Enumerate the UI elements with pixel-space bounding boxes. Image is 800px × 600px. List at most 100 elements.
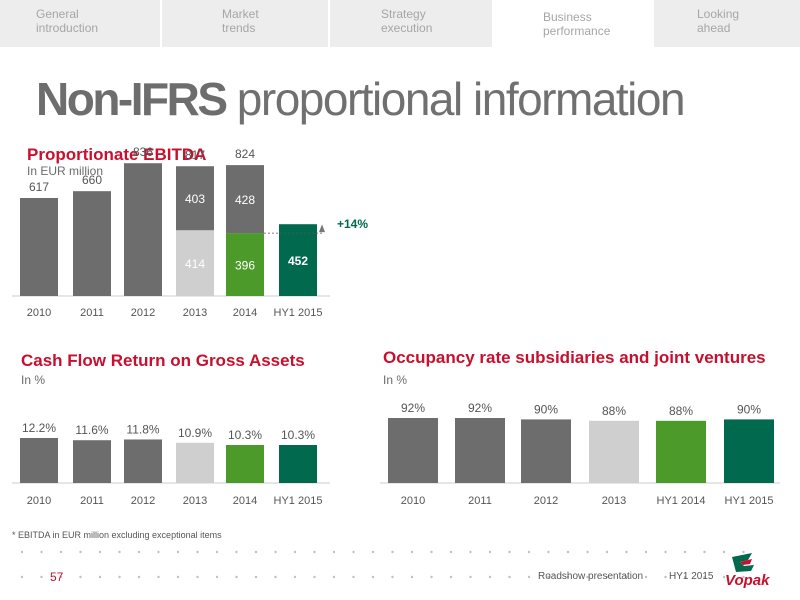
ebitda-bar [176, 230, 214, 296]
divider-dot [371, 575, 375, 579]
logo-mark-accent [740, 559, 752, 565]
ebitda-lower-label: 396 [235, 259, 255, 273]
occupancy-category-label: 2012 [534, 495, 558, 507]
divider-dot [605, 575, 609, 579]
divider-dot [215, 575, 219, 579]
ebitda-total-label: 836 [133, 145, 153, 159]
divider-dot [527, 550, 531, 554]
divider-dot [293, 575, 297, 579]
divider-dot [254, 550, 258, 554]
ebitda-bar-upper [176, 166, 214, 231]
divider-dot [176, 550, 180, 554]
tab-label-line1: Business [543, 10, 592, 24]
divider-dot [371, 550, 375, 554]
divider-dot [157, 550, 160, 554]
tab-label-line2: execution [381, 21, 433, 35]
divider-dot [547, 575, 550, 579]
divider-dot [722, 575, 726, 579]
divider-dot [118, 550, 121, 554]
divider-dot [274, 575, 277, 579]
occupancy-category-label: 2011 [468, 495, 492, 507]
divider-dot [586, 550, 589, 554]
ebitda-total-label: 824 [235, 147, 255, 161]
ebitda-total-label: 617 [29, 180, 49, 194]
logo-text: Vopak [725, 572, 770, 589]
tab-market-trends[interactable]: Market trends [162, 0, 330, 47]
occupancy-bar [388, 418, 438, 483]
occupancy-category-label: 2010 [401, 495, 425, 507]
occupancy-category-label: HY1 2015 [725, 495, 774, 507]
divider-dot [274, 550, 277, 554]
divider-dot [586, 575, 589, 579]
divider-dot [235, 550, 238, 554]
occupancy-value-label: 92% [468, 401, 492, 415]
ebitda-category-label: 2011 [80, 307, 104, 319]
divider-dot [449, 550, 453, 554]
divider-dot [703, 575, 706, 579]
divider-dot [508, 550, 511, 554]
tab-business-performance[interactable]: Business performance [494, 0, 654, 47]
divider-dot [703, 550, 706, 554]
cfrogs-value-label: 11.6% [75, 423, 108, 437]
ebitda-total-label: 660 [82, 173, 102, 187]
divider-dot [293, 550, 297, 554]
cfrogs-value-label: 11.8% [126, 422, 159, 436]
divider-dot [391, 575, 394, 579]
tab-label-line2: performance [543, 24, 611, 38]
footer-presentation-name: Roadshow presentation [538, 571, 644, 582]
divider-dot [430, 575, 433, 579]
ebitda-upper-label: 403 [185, 192, 205, 206]
cfrogs-category-label: 2013 [183, 495, 207, 507]
divider-dot [683, 575, 687, 579]
page-title-light: proportional information [225, 73, 686, 125]
ebitda-category-label: 2014 [233, 307, 257, 319]
divider-dot [605, 550, 609, 554]
occupancy-category-label: HY1 2014 [657, 495, 706, 507]
ebitda-growth-arrow [319, 224, 325, 233]
dotted-divider [20, 575, 745, 579]
cfrogs-chart-title: Cash Flow Return on Gross Assets [21, 351, 305, 370]
occupancy-bar [521, 419, 571, 483]
dotted-divider [20, 550, 745, 554]
occupancy-bar [656, 420, 706, 483]
tab-looking-ahead[interactable]: Looking ahead [654, 0, 800, 47]
divider-dot [469, 550, 472, 554]
divider-dot [547, 550, 550, 554]
ebitda-bar [279, 224, 317, 296]
divider-dot [391, 550, 394, 554]
divider-dot [527, 575, 531, 579]
divider-dot [488, 550, 492, 554]
cfrogs-bar [226, 445, 264, 483]
divider-dot [157, 575, 160, 579]
divider-dot [352, 575, 355, 579]
ebitda-bar-upper [226, 165, 264, 234]
cfrogs-bar [279, 445, 317, 483]
footer-period: HY1 2015 [669, 571, 714, 582]
page-title-bold: Non-IFRS [36, 73, 228, 125]
vopak-logo: Vopak [725, 553, 770, 589]
occupancy-value-label: 88% [602, 404, 626, 418]
divider-dot [410, 550, 414, 554]
divider-dot [137, 550, 141, 554]
divider-dot [469, 575, 472, 579]
ebitda-bar [124, 163, 162, 296]
divider-dot [40, 550, 43, 554]
divider-dot [430, 550, 433, 554]
divider-dot [742, 550, 745, 554]
section-tabs: General introduction Market trends Strat… [0, 0, 800, 47]
divider-dot [20, 575, 24, 579]
divider-dot [313, 575, 316, 579]
divider-dot [59, 575, 63, 579]
divider-dot [98, 550, 102, 554]
ebitda-chart-title: Proportionate EBITDA [27, 145, 207, 164]
ebitda-bar-label: 452 [288, 254, 308, 268]
tab-label-line1: Looking [697, 7, 740, 21]
cfrogs-value-label: 10.3% [228, 428, 262, 442]
cfrogs-category-label: 2014 [233, 495, 257, 507]
tab-general-introduction[interactable]: General introduction [0, 0, 162, 47]
divider-dot [332, 575, 336, 579]
divider-dot [137, 575, 141, 579]
divider-dot [352, 550, 355, 554]
tab-strategy-execution[interactable]: Strategy execution [330, 0, 494, 47]
footnote: * EBITDA in EUR million excluding except… [12, 530, 222, 540]
